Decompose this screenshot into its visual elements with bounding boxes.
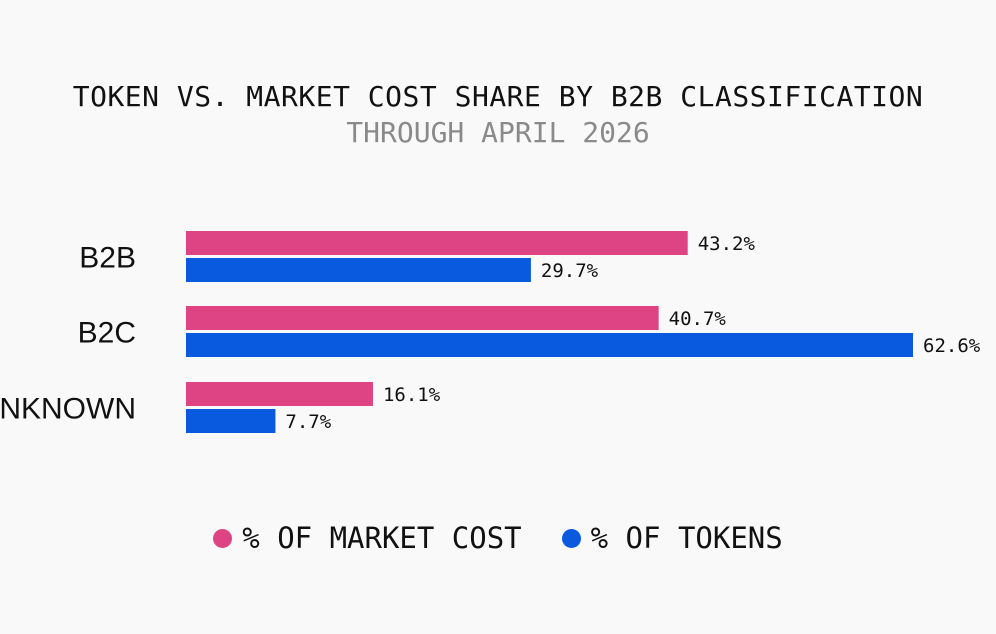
bar-tokens-unknown <box>186 409 276 433</box>
bar-tokens-b2b <box>186 258 531 282</box>
legend-label-tokens: % OF TOKENS <box>590 521 783 555</box>
legend-item-tokens: % OF TOKENS <box>561 521 783 555</box>
bar-market-cost-b2b <box>186 231 688 255</box>
chart-subtitle: THROUGH APRIL 2026 <box>346 116 650 149</box>
legend-label-market-cost: % OF MARKET COST <box>242 521 522 555</box>
category-label-b2c: B2C <box>78 317 136 350</box>
value-label-tokens-unknown: 7.7% <box>285 411 331 433</box>
value-label-market-cost-b2b: 43.2% <box>698 233 756 255</box>
chart-legend: % OF MARKET COST % OF TOKENS <box>0 521 996 555</box>
value-label-tokens-b2b: 29.7% <box>541 260 599 282</box>
bar-market-cost-b2c <box>186 306 659 330</box>
chart-title: TOKEN VS. MARKET COST SHARE BY B2B CLASS… <box>72 80 924 113</box>
legend-swatch-market-cost <box>213 528 233 548</box>
value-label-tokens-b2c: 62.6% <box>923 335 981 357</box>
legend-swatch-tokens <box>561 528 581 548</box>
legend-item-market-cost: % OF MARKET COST <box>213 521 522 555</box>
value-label-market-cost-unknown: 16.1% <box>383 384 441 406</box>
category-label-unknown: UNKNOWN <box>0 393 136 426</box>
value-label-market-cost-b2c: 40.7% <box>669 308 727 330</box>
category-label-b2b: B2B <box>79 242 136 275</box>
bar-tokens-b2c <box>186 333 913 357</box>
bar-market-cost-unknown <box>186 382 373 406</box>
